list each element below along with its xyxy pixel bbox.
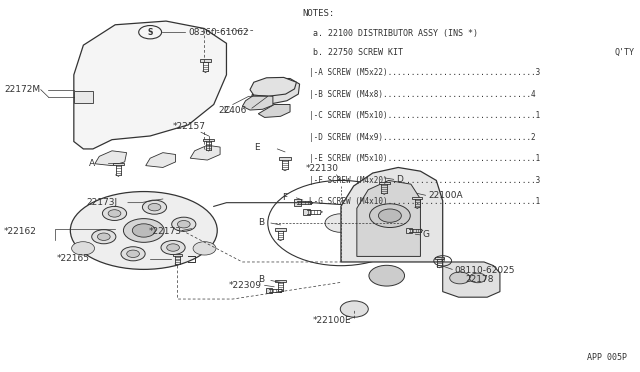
Text: A: A xyxy=(89,158,95,167)
Text: |-E SCREW (M5x10)................................1: |-E SCREW (M5x10).......................… xyxy=(309,154,540,163)
Ellipse shape xyxy=(143,200,166,214)
Ellipse shape xyxy=(148,203,161,211)
Text: G: G xyxy=(423,230,430,240)
Text: L-G SCREW (M4x10)................................1: L-G SCREW (M4x10).......................… xyxy=(309,197,540,206)
Text: F: F xyxy=(282,193,287,202)
Text: *22130: *22130 xyxy=(306,164,339,173)
Text: *22100E: *22100E xyxy=(312,317,351,326)
Text: 22406: 22406 xyxy=(219,106,247,115)
FancyBboxPatch shape xyxy=(280,157,291,160)
FancyBboxPatch shape xyxy=(113,163,124,166)
Text: |-F SCREW (M4x20)................................3: |-F SCREW (M4x20).......................… xyxy=(309,176,540,185)
Text: E: E xyxy=(255,142,260,151)
Text: 22172M: 22172M xyxy=(4,85,40,94)
Circle shape xyxy=(132,224,156,237)
Ellipse shape xyxy=(102,206,127,221)
Circle shape xyxy=(450,272,470,284)
Text: |-D SCREW (M4x9)................................2: |-D SCREW (M4x9)........................… xyxy=(309,133,536,142)
Polygon shape xyxy=(252,78,300,105)
Circle shape xyxy=(369,204,410,228)
Ellipse shape xyxy=(92,230,116,244)
Polygon shape xyxy=(357,180,420,256)
Text: 22173J: 22173J xyxy=(86,198,118,207)
Polygon shape xyxy=(74,21,227,149)
Circle shape xyxy=(340,301,368,317)
Circle shape xyxy=(193,242,216,255)
Circle shape xyxy=(378,209,401,222)
Polygon shape xyxy=(243,95,273,110)
Polygon shape xyxy=(146,153,175,167)
Text: C: C xyxy=(223,106,230,115)
Circle shape xyxy=(325,214,357,232)
Text: 22178: 22178 xyxy=(465,275,493,284)
Text: 08360-61062: 08360-61062 xyxy=(188,28,249,37)
FancyBboxPatch shape xyxy=(294,199,301,206)
Text: D: D xyxy=(396,175,403,184)
Polygon shape xyxy=(74,92,93,103)
FancyBboxPatch shape xyxy=(173,254,182,256)
Text: 08110-62025: 08110-62025 xyxy=(455,266,515,275)
FancyBboxPatch shape xyxy=(203,139,214,141)
Text: NOTES:: NOTES: xyxy=(303,9,335,18)
Text: b. 22750 SCREW KIT: b. 22750 SCREW KIT xyxy=(303,48,403,57)
Text: B: B xyxy=(259,275,264,284)
Polygon shape xyxy=(190,145,220,160)
Circle shape xyxy=(369,265,404,286)
Ellipse shape xyxy=(161,240,185,254)
Text: |-C SCREW (M5x10)................................1: |-C SCREW (M5x10).......................… xyxy=(309,111,540,120)
Text: *22309: *22309 xyxy=(228,281,261,290)
Ellipse shape xyxy=(108,210,121,217)
Polygon shape xyxy=(259,105,290,118)
Text: S: S xyxy=(147,28,153,37)
Ellipse shape xyxy=(97,233,110,240)
Ellipse shape xyxy=(121,247,145,261)
FancyBboxPatch shape xyxy=(435,257,444,259)
FancyBboxPatch shape xyxy=(406,228,412,233)
Ellipse shape xyxy=(127,250,140,257)
Text: B: B xyxy=(440,259,445,263)
Ellipse shape xyxy=(177,221,190,228)
Text: a. 22100 DISTRIBUTOR ASSY (INS *): a. 22100 DISTRIBUTOR ASSY (INS *) xyxy=(303,29,478,38)
Circle shape xyxy=(124,219,164,242)
FancyBboxPatch shape xyxy=(275,280,286,282)
Polygon shape xyxy=(341,167,443,262)
Text: *22157: *22157 xyxy=(172,122,205,131)
Text: |-A SCREW (M5x22)................................3: |-A SCREW (M5x22).......................… xyxy=(309,68,540,77)
Circle shape xyxy=(469,273,486,283)
FancyBboxPatch shape xyxy=(412,198,422,199)
Ellipse shape xyxy=(166,244,179,251)
FancyBboxPatch shape xyxy=(379,182,390,184)
Text: |-B SCREW (M4x8)................................4: |-B SCREW (M4x8)........................… xyxy=(309,90,536,99)
FancyBboxPatch shape xyxy=(200,59,211,62)
Circle shape xyxy=(72,242,95,255)
Polygon shape xyxy=(95,151,127,166)
FancyBboxPatch shape xyxy=(303,209,310,215)
Polygon shape xyxy=(443,262,500,297)
FancyBboxPatch shape xyxy=(275,228,286,231)
Text: Q'TY: Q'TY xyxy=(614,48,634,57)
Text: *22173: *22173 xyxy=(148,227,181,236)
Text: *22165: *22165 xyxy=(57,254,90,263)
Text: B: B xyxy=(259,218,264,227)
Text: 22100A: 22100A xyxy=(428,191,463,200)
Polygon shape xyxy=(250,77,296,96)
Ellipse shape xyxy=(70,192,217,269)
Ellipse shape xyxy=(172,217,196,231)
Text: *22162: *22162 xyxy=(4,227,36,236)
Text: APP 005P: APP 005P xyxy=(587,353,627,362)
FancyBboxPatch shape xyxy=(266,288,273,294)
